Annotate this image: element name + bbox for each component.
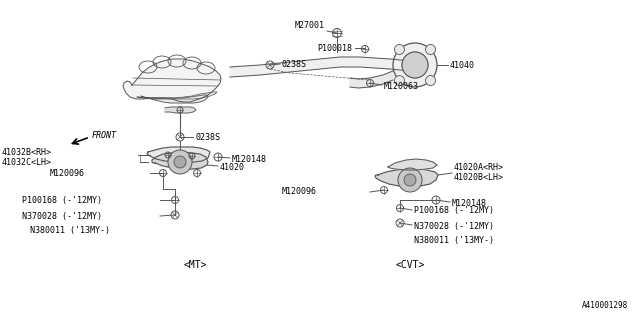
Polygon shape xyxy=(388,159,437,170)
Text: M120063: M120063 xyxy=(384,82,419,91)
Circle shape xyxy=(402,52,428,78)
Circle shape xyxy=(404,174,416,186)
Text: <CVT>: <CVT> xyxy=(396,260,425,270)
Polygon shape xyxy=(137,92,217,99)
Text: P100168 (-'12MY): P100168 (-'12MY) xyxy=(22,196,102,204)
Text: M120148: M120148 xyxy=(452,198,487,207)
Circle shape xyxy=(394,76,404,85)
Text: 41032B<RH>: 41032B<RH> xyxy=(2,148,52,156)
Text: M120096: M120096 xyxy=(282,188,317,196)
Text: M120096: M120096 xyxy=(50,169,85,178)
Circle shape xyxy=(398,168,422,192)
Text: N380011 ('13MY-): N380011 ('13MY-) xyxy=(30,226,110,235)
Circle shape xyxy=(168,150,192,174)
Polygon shape xyxy=(147,147,210,162)
Text: M27001: M27001 xyxy=(295,21,325,30)
Polygon shape xyxy=(165,107,196,113)
Text: N370028 (-'12MY): N370028 (-'12MY) xyxy=(22,212,102,220)
Polygon shape xyxy=(375,169,438,187)
Text: P100168 (-'12MY): P100168 (-'12MY) xyxy=(414,205,494,214)
Circle shape xyxy=(426,44,436,54)
Polygon shape xyxy=(230,57,410,77)
Polygon shape xyxy=(350,71,393,88)
Text: 41040: 41040 xyxy=(450,60,475,69)
Text: 0238S: 0238S xyxy=(281,60,306,68)
Polygon shape xyxy=(123,59,221,102)
Circle shape xyxy=(394,44,404,54)
Text: 41020B<LH>: 41020B<LH> xyxy=(454,172,504,181)
Text: 41032C<LH>: 41032C<LH> xyxy=(2,157,52,166)
Text: 41020: 41020 xyxy=(220,163,245,172)
Text: 41020A<RH>: 41020A<RH> xyxy=(454,163,504,172)
Text: A410001298: A410001298 xyxy=(582,301,628,310)
Text: N370028 (-'12MY): N370028 (-'12MY) xyxy=(414,221,494,230)
Text: FRONT: FRONT xyxy=(92,131,117,140)
Circle shape xyxy=(174,156,186,168)
Polygon shape xyxy=(152,152,208,169)
Text: M120148: M120148 xyxy=(232,155,267,164)
Text: 0238S: 0238S xyxy=(195,132,220,141)
Text: <MT>: <MT> xyxy=(183,260,207,270)
Text: P100018: P100018 xyxy=(317,44,352,52)
Text: N380011 ('13MY-): N380011 ('13MY-) xyxy=(414,236,494,244)
Polygon shape xyxy=(141,95,208,103)
Circle shape xyxy=(426,76,436,85)
Circle shape xyxy=(393,43,437,87)
